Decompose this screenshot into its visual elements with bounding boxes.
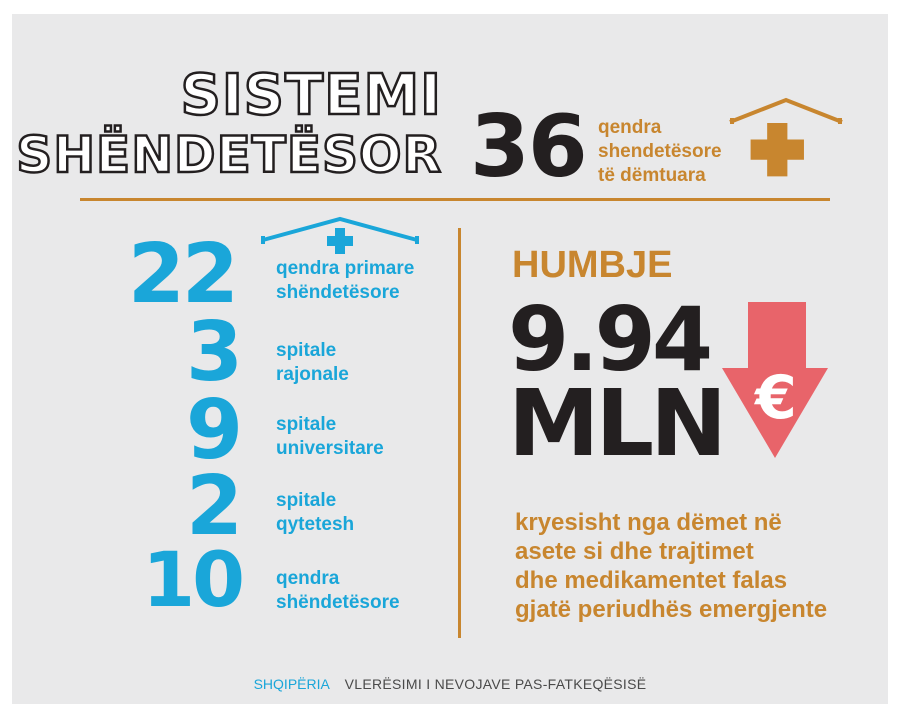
stat-label-line: qytetesh bbox=[276, 514, 355, 535]
loss-description: kryesisht nga dëmet në asete si dhe traj… bbox=[515, 508, 875, 624]
title-line-2: SHËNDETËSOR bbox=[15, 126, 442, 184]
damaged-count: 36 bbox=[470, 97, 588, 197]
stat-label: qendra shëndetësore bbox=[276, 567, 400, 615]
stat-label-line: shëndetësore bbox=[276, 592, 400, 613]
stat-value: 9 bbox=[185, 383, 243, 478]
currency-symbol: € bbox=[753, 363, 797, 433]
loss-heading: HUMBJE bbox=[512, 244, 673, 286]
column-divider bbox=[458, 228, 461, 638]
house-cross-icon-gold bbox=[729, 97, 843, 177]
description-line: gjatë periudhës emergjente bbox=[515, 596, 828, 623]
footer-subtitle: VLERËSIMI I NEVOJAVE PAS-FATKEQËSISË bbox=[344, 676, 647, 692]
stat-value: 3 bbox=[185, 305, 243, 400]
house-cross-icon-blue bbox=[261, 216, 419, 254]
stat-label-line: spitale bbox=[276, 490, 337, 511]
stat-label-line: qendra primare bbox=[276, 258, 415, 279]
header-divider bbox=[80, 198, 830, 201]
stat-value: 10 bbox=[142, 535, 245, 624]
footer: SHQIPËRIA VLERËSIMI I NEVOJAVE PAS-FATKE… bbox=[0, 676, 900, 692]
infographic-panel bbox=[12, 14, 888, 704]
stat-label: spitale universitare bbox=[276, 413, 384, 461]
damaged-label-line: shendetësore bbox=[598, 141, 722, 162]
description-line: asete si dhe trajtimet bbox=[515, 538, 754, 565]
stat-label-line: spitale bbox=[276, 340, 337, 361]
description-line: dhe medikamentet falas bbox=[515, 567, 788, 594]
down-arrow-euro-icon: € bbox=[722, 302, 828, 458]
stat-label-line: rajonale bbox=[276, 364, 349, 385]
loss-amount: 9.94 bbox=[508, 288, 713, 391]
stat-value: 22 bbox=[127, 227, 239, 322]
description-line: kryesisht nga dëmet në bbox=[515, 509, 782, 536]
damaged-label-line: qendra bbox=[598, 117, 662, 138]
stat-label-line: spitale bbox=[276, 414, 337, 435]
damaged-label: qendra shendetësore të dëmtuara bbox=[598, 116, 722, 188]
stat-label-line: universitare bbox=[276, 438, 384, 459]
stat-label: spitale qytetesh bbox=[276, 489, 354, 537]
stat-label: spitale rajonale bbox=[276, 339, 349, 387]
stat-label-line: shëndetësore bbox=[276, 282, 400, 303]
stat-label: qendra primare shëndetësore bbox=[276, 257, 414, 305]
stat-value: 2 bbox=[185, 459, 243, 554]
title-line-1: SISTEMI bbox=[179, 63, 442, 128]
footer-country: SHQIPËRIA bbox=[253, 676, 330, 692]
loss-unit: MLN bbox=[508, 370, 727, 477]
stat-label-line: qendra bbox=[276, 568, 340, 589]
damaged-label-line: të dëmtuara bbox=[598, 165, 706, 186]
